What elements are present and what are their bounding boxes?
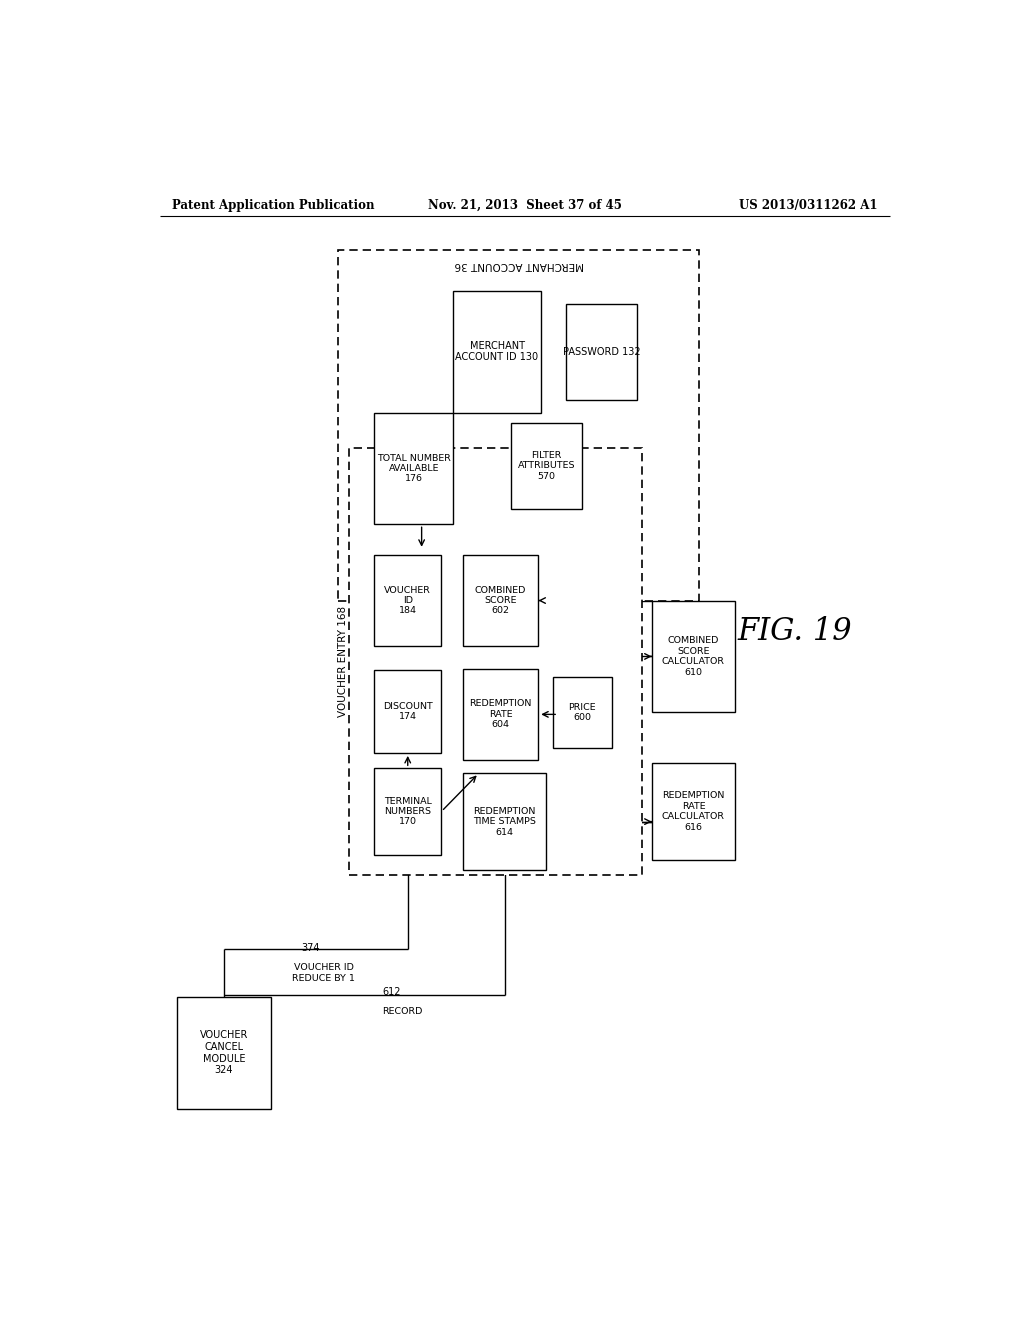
FancyBboxPatch shape bbox=[511, 422, 582, 510]
Text: PRICE
600: PRICE 600 bbox=[568, 702, 596, 722]
FancyBboxPatch shape bbox=[463, 669, 539, 760]
FancyBboxPatch shape bbox=[177, 997, 270, 1109]
Text: MERCHANT ACCOUNT 36: MERCHANT ACCOUNT 36 bbox=[454, 260, 584, 271]
Text: VOUCHER ID
REDUCE BY 1: VOUCHER ID REDUCE BY 1 bbox=[292, 964, 355, 983]
Text: 374: 374 bbox=[301, 944, 319, 953]
Text: FIG. 19: FIG. 19 bbox=[737, 615, 852, 647]
FancyBboxPatch shape bbox=[566, 304, 638, 400]
Text: FILTER
ATTRIBUTES
570: FILTER ATTRIBUTES 570 bbox=[517, 451, 575, 480]
FancyBboxPatch shape bbox=[374, 554, 441, 647]
FancyBboxPatch shape bbox=[454, 290, 541, 412]
Text: PASSWORD 132: PASSWORD 132 bbox=[563, 347, 641, 356]
FancyBboxPatch shape bbox=[553, 677, 612, 748]
FancyBboxPatch shape bbox=[374, 412, 454, 524]
FancyBboxPatch shape bbox=[374, 768, 441, 854]
Text: TOTAL NUMBER
AVAILABLE
176: TOTAL NUMBER AVAILABLE 176 bbox=[377, 454, 451, 483]
Text: REDEMPTION
TIME STAMPS
614: REDEMPTION TIME STAMPS 614 bbox=[473, 807, 536, 837]
Text: RECORD: RECORD bbox=[382, 1007, 422, 1016]
Text: TERMINAL
NUMBERS
170: TERMINAL NUMBERS 170 bbox=[384, 796, 432, 826]
Text: COMBINED
SCORE
602: COMBINED SCORE 602 bbox=[475, 586, 526, 615]
FancyBboxPatch shape bbox=[652, 601, 735, 713]
Text: COMBINED
SCORE
CALCULATOR
610: COMBINED SCORE CALCULATOR 610 bbox=[662, 636, 725, 677]
Text: 612: 612 bbox=[382, 987, 400, 997]
Text: REDEMPTION
RATE
CALCULATOR
616: REDEMPTION RATE CALCULATOR 616 bbox=[662, 791, 725, 832]
Text: US 2013/0311262 A1: US 2013/0311262 A1 bbox=[739, 199, 878, 213]
FancyBboxPatch shape bbox=[374, 669, 441, 752]
Text: VOUCHER
ID
184: VOUCHER ID 184 bbox=[384, 586, 431, 615]
Text: MERCHANT
ACCOUNT ID 130: MERCHANT ACCOUNT ID 130 bbox=[456, 341, 539, 362]
FancyBboxPatch shape bbox=[338, 249, 699, 601]
Text: REDEMPTION
RATE
604: REDEMPTION RATE 604 bbox=[469, 700, 531, 729]
FancyBboxPatch shape bbox=[348, 447, 642, 875]
Text: DISCOUNT
174: DISCOUNT 174 bbox=[383, 702, 432, 721]
Text: VOUCHER ENTRY 168: VOUCHER ENTRY 168 bbox=[338, 606, 348, 717]
FancyBboxPatch shape bbox=[652, 763, 735, 859]
FancyBboxPatch shape bbox=[463, 554, 539, 647]
Text: Patent Application Publication: Patent Application Publication bbox=[172, 199, 374, 213]
Text: Nov. 21, 2013  Sheet 37 of 45: Nov. 21, 2013 Sheet 37 of 45 bbox=[428, 199, 622, 213]
FancyBboxPatch shape bbox=[463, 774, 546, 870]
Text: VOUCHER
CANCEL
MODULE
324: VOUCHER CANCEL MODULE 324 bbox=[200, 1031, 248, 1076]
